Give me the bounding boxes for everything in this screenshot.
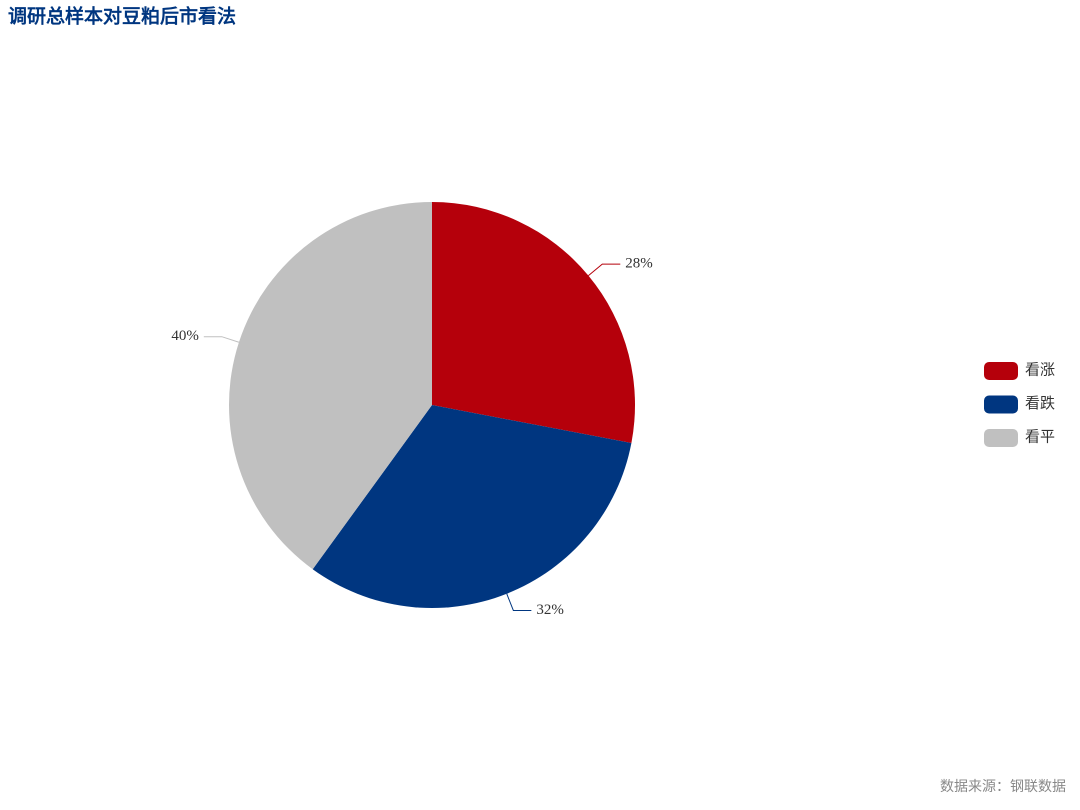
data-label: 40% bbox=[171, 328, 199, 344]
pie-slice bbox=[228, 202, 432, 570]
leader-line bbox=[506, 593, 532, 611]
data-label: 28% bbox=[625, 256, 653, 272]
legend-swatch bbox=[984, 429, 1018, 447]
leader-line bbox=[588, 263, 621, 276]
legend-label: 看跌 bbox=[1025, 395, 1055, 412]
chart-title: 调研总样本对豆粕后市看法 bbox=[8, 4, 236, 27]
pie-slice bbox=[312, 405, 632, 608]
legend-label: 看涨 bbox=[1025, 361, 1055, 378]
legend-swatch bbox=[984, 395, 1018, 414]
legend-swatch bbox=[984, 362, 1018, 380]
pie-slice bbox=[432, 202, 635, 444]
legend-label: 看平 bbox=[1025, 428, 1055, 445]
data-label: 32% bbox=[536, 602, 564, 618]
leader-line bbox=[203, 336, 240, 343]
source-note: 数据来源：钢联数据 bbox=[940, 779, 1066, 795]
